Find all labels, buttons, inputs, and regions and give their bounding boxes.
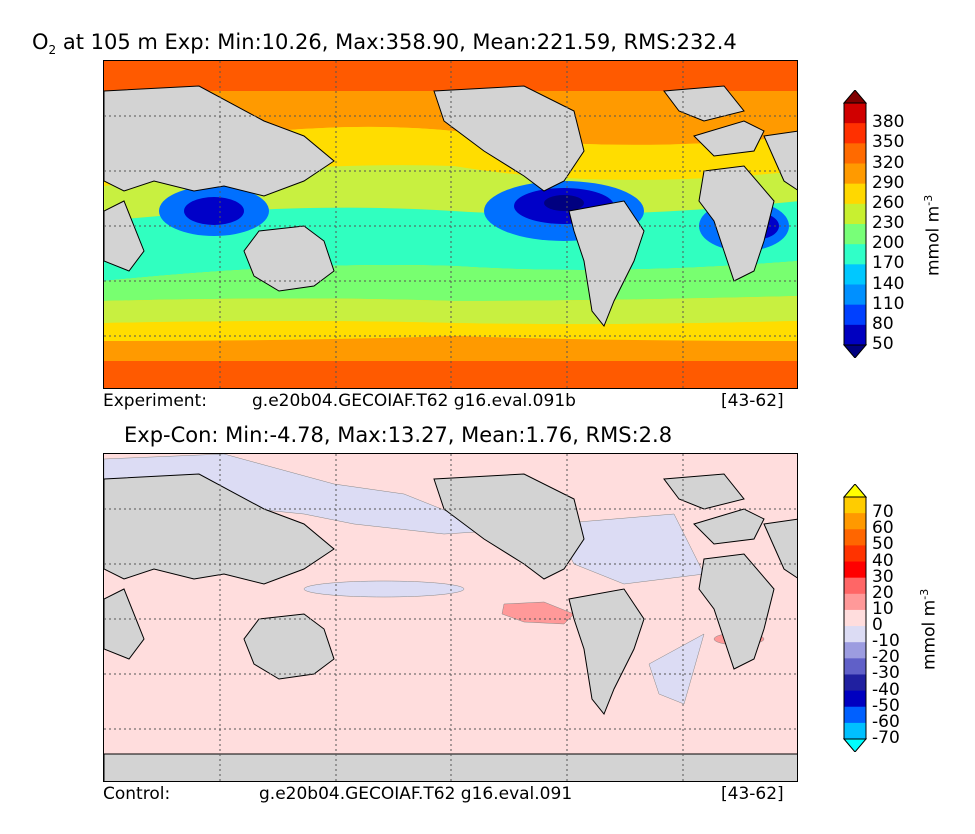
diff-colorbar-frame bbox=[843, 496, 867, 740]
title-o2: O bbox=[32, 30, 49, 54]
o2-colorbar-tick-label: 200 bbox=[872, 233, 905, 254]
o2-gridlines bbox=[104, 61, 797, 388]
diff-land bbox=[104, 473, 797, 781]
o2-colorbar-tick-label: 380 bbox=[872, 112, 905, 133]
bottom-caption-label: Control: bbox=[103, 784, 171, 804]
diff-colorbar-segment bbox=[844, 561, 866, 579]
diff-map-svg bbox=[104, 454, 797, 781]
o2-colorbar-segment bbox=[844, 103, 866, 124]
diff-colorbar-tick-label: 30 bbox=[872, 566, 894, 587]
o2-colorbar-tick-label: 80 bbox=[872, 313, 894, 334]
o2-colorbar-segment bbox=[844, 224, 866, 245]
diff-colorbar-tick-label: -50 bbox=[872, 695, 900, 716]
diff-colorbar-tick-label: 60 bbox=[872, 518, 894, 539]
o2-colorbar-segment bbox=[844, 183, 866, 205]
o2-colorbar-tick-label: 50 bbox=[872, 334, 894, 354]
diff-colorbar-segment bbox=[844, 674, 866, 692]
diff-colorbar-segment bbox=[844, 706, 866, 724]
o2-colorbar-segment bbox=[844, 304, 866, 326]
o2-land bbox=[104, 85, 797, 327]
diff-colorbar-tick-label: 20 bbox=[872, 582, 894, 603]
diff-south-atlantic-negative bbox=[648, 633, 705, 705]
o2-colorbar-tick-label: 320 bbox=[872, 152, 905, 173]
o2-colorbar bbox=[842, 90, 868, 358]
o2-colorbar-segment bbox=[844, 284, 866, 306]
o2-colorbar-segment bbox=[844, 324, 866, 346]
diff-pacific-negative-tongue bbox=[303, 580, 465, 598]
o2-map-svg bbox=[104, 61, 797, 388]
diff-colorbar-segment bbox=[844, 593, 866, 611]
diff-gridlines bbox=[104, 454, 797, 781]
o2-colorbar-segment bbox=[844, 143, 866, 164]
diff-colorbar-segment bbox=[844, 545, 866, 563]
diff-colorbar-tick-label: 10 bbox=[872, 598, 894, 619]
o2-colorbar-tick-label: 170 bbox=[872, 253, 905, 274]
diff-colorbar-segment bbox=[844, 690, 866, 708]
diff-colorbar-segment bbox=[844, 513, 866, 530]
diff-colorbar-segment bbox=[844, 577, 866, 595]
o2-south-band-1 bbox=[104, 296, 797, 325]
o2-colorbar-segment bbox=[844, 264, 866, 285]
diff-colorbar-tick-label: -40 bbox=[872, 679, 900, 700]
title-subscript: 2 bbox=[48, 43, 57, 58]
diff-colorbar-tick-label: -70 bbox=[872, 728, 900, 748]
o2-colorbar-segment bbox=[844, 203, 866, 225]
diff-colorbar-tick-label: -10 bbox=[872, 631, 900, 652]
diff-colorbar-tick-label: 50 bbox=[872, 534, 894, 555]
top-caption-label: Experiment: bbox=[103, 391, 207, 411]
o2-colorbar-segment bbox=[844, 244, 866, 265]
o2-colorbar-tick-label: 230 bbox=[872, 213, 905, 233]
top-panel-title: O2 at 105 m Exp: Min:10.26, Max:358.90, … bbox=[32, 30, 737, 57]
bottom-caption-case: g.e20b04.GECOIAF.T62 g16.eval.091 bbox=[259, 784, 573, 804]
diff-colorbar-tick-label: 0 bbox=[872, 615, 883, 636]
diff-colorbar-segment bbox=[844, 529, 866, 546]
top-caption-years: [43-62] bbox=[721, 391, 784, 411]
diff-colorbar-segment bbox=[844, 609, 866, 627]
o2-colorbar-segment bbox=[844, 163, 866, 185]
o2-colorbar-tick-label: 290 bbox=[872, 172, 905, 193]
diff-colorbar-unit: mmol m-3 bbox=[918, 589, 940, 670]
diff-colorbar-tick-label: 70 bbox=[872, 502, 894, 523]
o2-colorbar-frame bbox=[843, 102, 867, 346]
o2-southern-ocean-band bbox=[104, 361, 797, 388]
o2-pacific-omz-center bbox=[544, 195, 584, 211]
o2-colorbar-extend-min bbox=[842, 344, 868, 358]
o2-colorbar-tick-label: 260 bbox=[872, 192, 905, 213]
o2-colorbar-tick-label: 110 bbox=[872, 293, 905, 314]
diff-colorbar-extend-max bbox=[842, 484, 868, 498]
diff-colorbar-extend-min bbox=[842, 738, 868, 752]
diff-unit-text: mmol m bbox=[919, 599, 940, 670]
o2-colorbar-tick-label: 140 bbox=[872, 273, 905, 294]
diff-colorbar-tick-label: -20 bbox=[872, 647, 900, 668]
diff-colorbar bbox=[842, 484, 868, 752]
o2-concentration-map bbox=[103, 60, 798, 389]
diff-colorbar-tick-label: -30 bbox=[872, 663, 900, 684]
diff-colorbar-segment bbox=[844, 642, 866, 659]
diff-colorbar-segment bbox=[844, 658, 866, 675]
o2-colorbar-extend-max bbox=[842, 90, 868, 104]
title-stats: at 105 m Exp: Min:10.26, Max:358.90, Mea… bbox=[62, 30, 737, 54]
o2-unit-text: mmol m bbox=[923, 205, 944, 276]
diff-unit-sup: -3 bbox=[918, 588, 931, 600]
bottom-caption-years: [43-62] bbox=[721, 784, 784, 804]
o2-colorbar-tick-label: 350 bbox=[872, 132, 905, 153]
o2-colorbar-segment bbox=[844, 123, 866, 144]
o2-difference-map bbox=[103, 453, 798, 782]
o2-colorbar-unit: mmol m-3 bbox=[922, 195, 944, 276]
o2-indian-omz-core bbox=[184, 197, 244, 225]
top-caption-case: g.e20b04.GECOIAF.T62 g16.eval.091b bbox=[252, 391, 576, 411]
bottom-panel-title: Exp-Con: Min:-4.78, Max:13.27, Mean:1.76… bbox=[124, 423, 673, 447]
diff-colorbar-tick-label: 40 bbox=[872, 550, 894, 571]
diff-colorbar-segment bbox=[844, 626, 866, 643]
diff-colorbar-segment bbox=[844, 722, 866, 740]
diff-colorbar-segment bbox=[844, 497, 866, 514]
o2-unit-sup: -3 bbox=[922, 194, 935, 206]
o2-south-band-3 bbox=[104, 336, 797, 361]
diff-colorbar-tick-label: -60 bbox=[872, 711, 900, 732]
